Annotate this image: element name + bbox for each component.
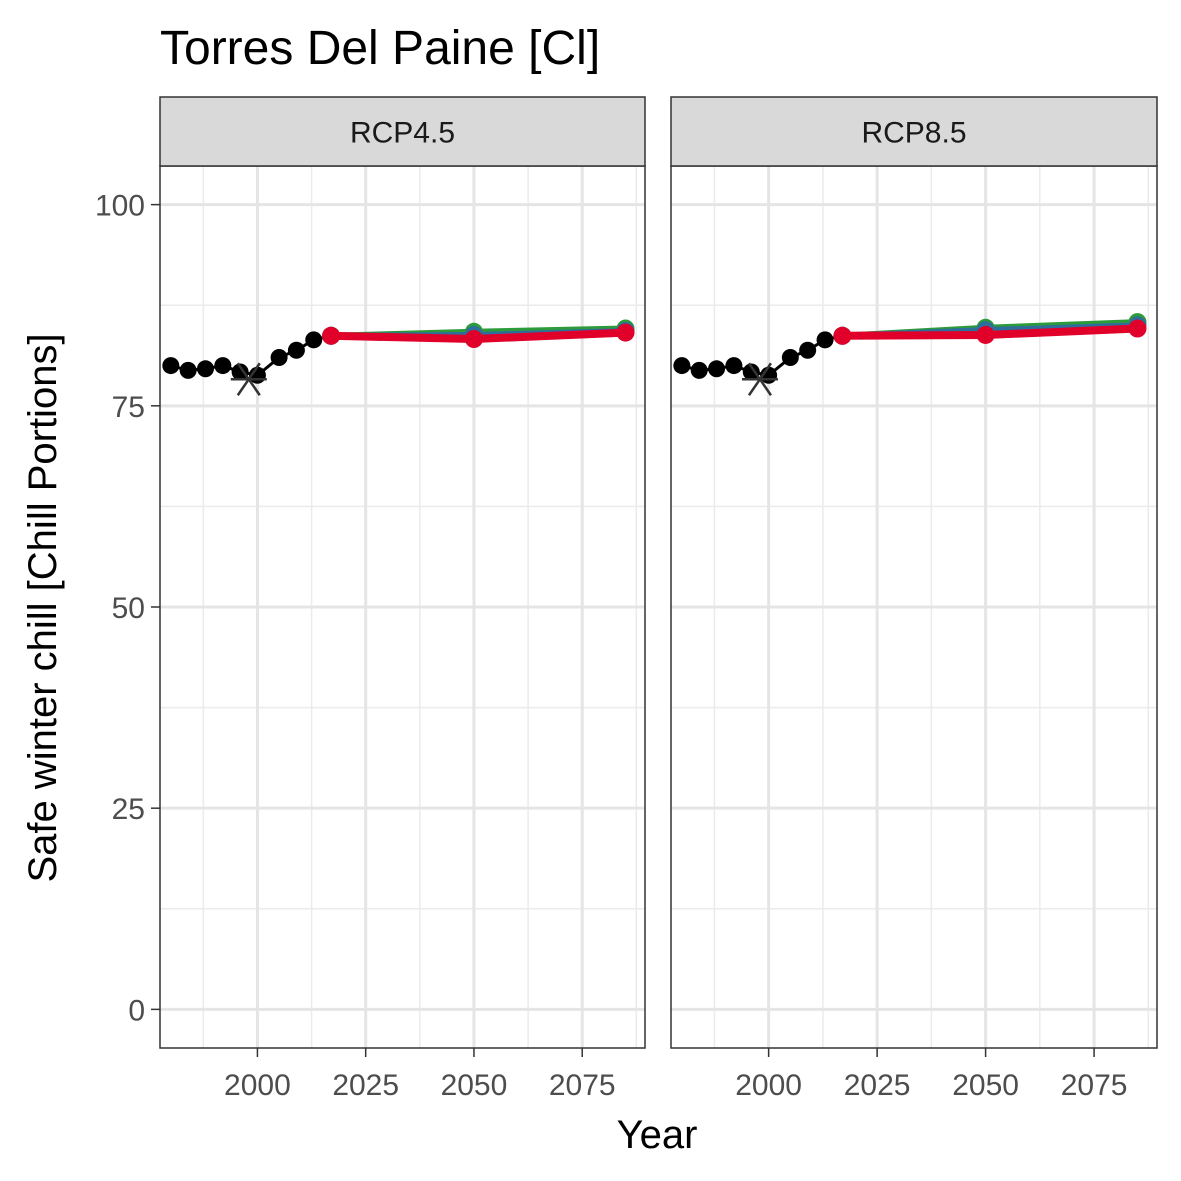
x-tick-label: 2075 [1061,1069,1128,1102]
historic-point [690,361,708,379]
x-axis-title: Year [617,1113,698,1157]
baseline-marker-stroke [236,362,261,396]
scenario-point [616,323,635,342]
panel-rcp45: RCP4.5 2000 2025 2050 2075 [159,96,646,1102]
historic-point [816,331,834,349]
historic-point [287,341,305,359]
scenario-point [976,325,995,344]
x-tick-label: 2025 [844,1069,911,1102]
scenario-point [464,330,483,349]
baseline-marker [230,362,267,396]
y-tick-label: 100 [95,190,145,223]
x-tick-label: 2000 [735,1069,802,1102]
y-tick-label: 50 [112,592,145,625]
y-tick-label: 75 [112,391,145,424]
historic-point [231,363,249,381]
historic-point [673,357,691,375]
x-tick-label: 2025 [332,1069,399,1102]
y-axis: 0 25 50 75 100 [95,190,160,1027]
historic-point [214,357,232,375]
x-tick-label: 2000 [224,1069,291,1102]
strip-background [670,96,1158,167]
strip-background [159,96,646,167]
y-axis-title: Safe winter chill [Chill Portions] [21,333,65,882]
historic-point [179,361,197,379]
historic-point [742,363,760,381]
historic-point [708,360,726,378]
historic-point [781,349,799,367]
x-tick-label: 2050 [952,1069,1019,1102]
historic-point [196,360,214,378]
historic-point [725,357,743,375]
x-tick-label: 2075 [549,1069,616,1102]
y-tick-label: 0 [128,994,145,1027]
strip-label: RCP8.5 [861,117,966,150]
y-tick-label: 25 [112,793,145,826]
chart-title: Torres Del Paine [Cl] [160,22,600,75]
strip-label: RCP4.5 [350,117,455,150]
scenario-point [833,326,852,345]
facet-panels: RCP4.5 2000 2025 2050 2075 RCP8.5 2000 2025 2050… [159,96,1158,1102]
historic-line [170,334,332,377]
baseline-marker-stroke [747,362,772,396]
historic-point [162,357,180,375]
scenario-point [322,326,341,345]
historic-point [305,331,323,349]
panel-rcp85: RCP8.5 2000 2025 2050 2075 [670,96,1158,1102]
x-tick-label: 2050 [441,1069,508,1102]
scenario-point [1128,319,1147,338]
historic-point [799,341,817,359]
baseline-marker [741,362,778,396]
historic-point [270,349,288,367]
historic-line [681,334,843,377]
